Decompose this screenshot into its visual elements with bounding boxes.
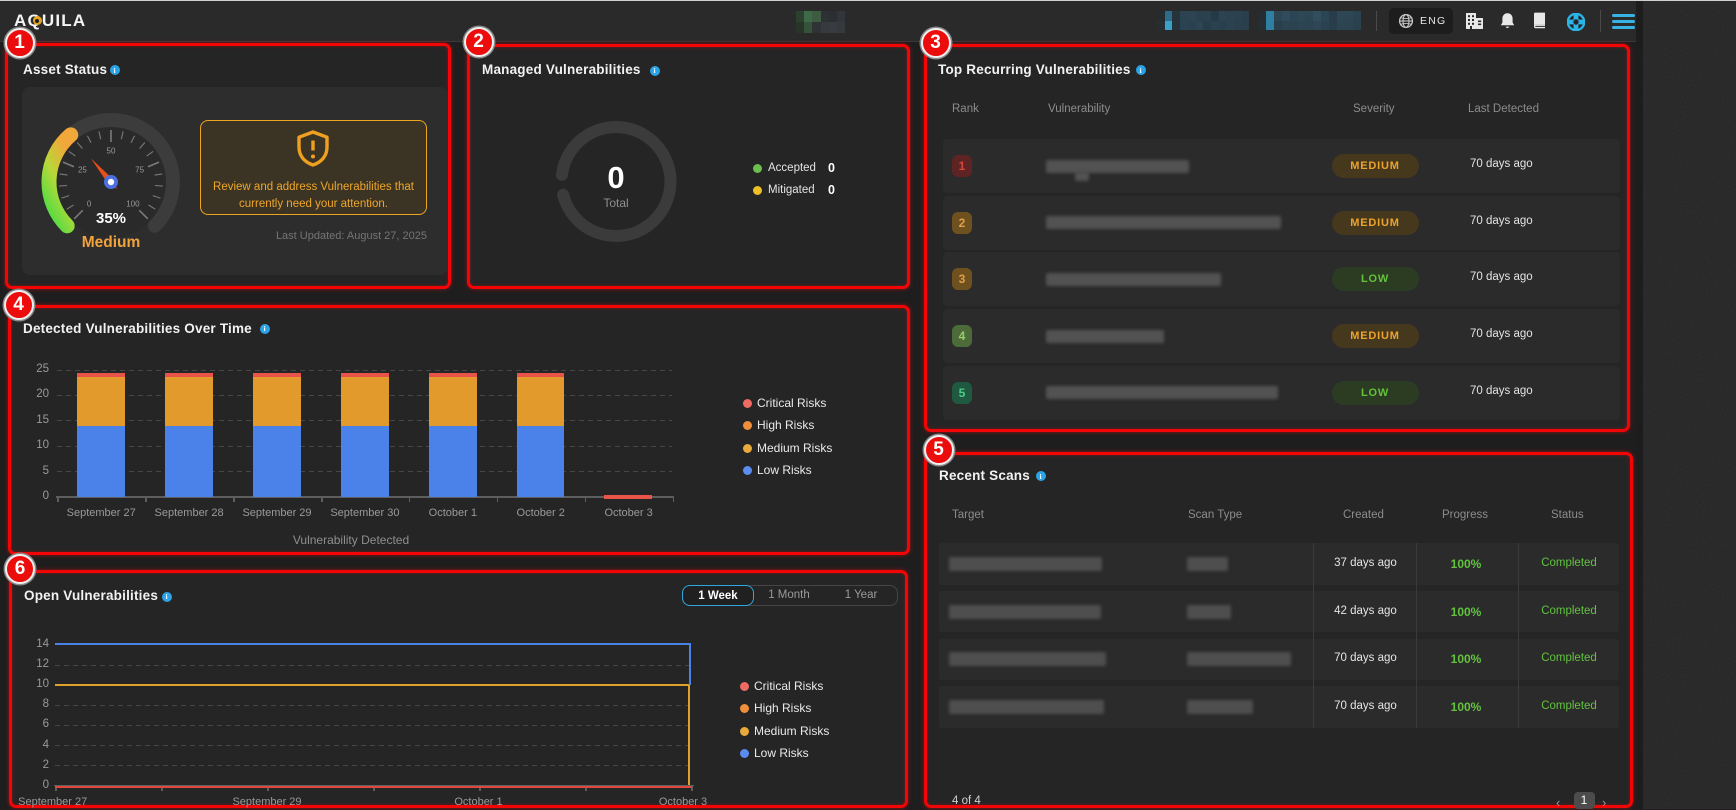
svg-text:0: 0: [87, 199, 92, 208]
svg-text:75: 75: [135, 166, 144, 175]
svg-text:25: 25: [78, 166, 87, 175]
svg-text:100: 100: [126, 199, 140, 208]
svg-text:50: 50: [107, 147, 116, 156]
